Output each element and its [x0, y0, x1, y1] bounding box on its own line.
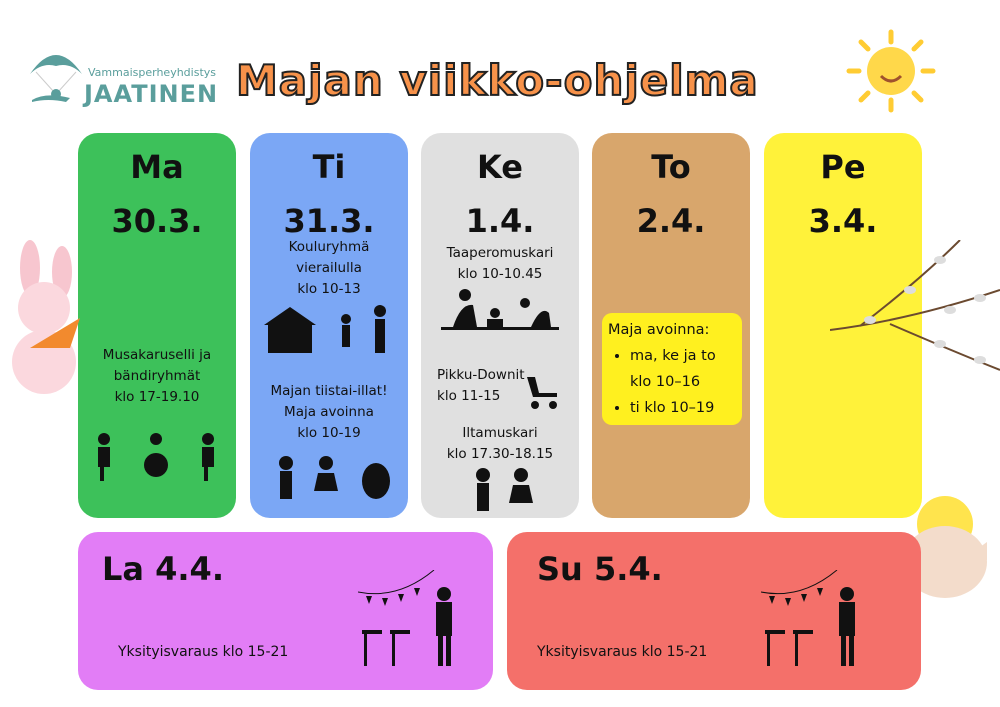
event-text: Pikku-Downit	[437, 367, 525, 383]
day-name: Ti	[312, 148, 346, 186]
logo-name: JAATINEN	[84, 80, 219, 108]
day-card-sunday: Su 5.4. Yksityisvaraus klo 15-21	[507, 532, 921, 690]
day-date: 1.4.	[465, 202, 535, 240]
children-egg-icon	[279, 456, 390, 499]
opening-hours-item: ti klo 10–19	[630, 395, 736, 421]
day-name: To	[651, 148, 691, 186]
day-label: Su 5.4.	[537, 550, 663, 588]
easter-bunny-icon	[12, 240, 80, 394]
opening-hours-box: Maja avoinna: ma, ke ja to klo 10–16 ti …	[602, 313, 742, 425]
event-time: klo 10-10.45	[457, 266, 543, 282]
event-text: Yksityisvaraus klo 15-21	[118, 644, 289, 660]
chick-in-egg-icon	[903, 496, 987, 598]
day-card-tuesday: Ti 31.3. Kouluryhmä vierailulla klo 10-1…	[250, 133, 408, 518]
event-text: Iltamuskari	[462, 425, 538, 441]
opening-hours-title: Maja avoinna:	[608, 322, 710, 338]
event-text: Maja avoinna	[284, 404, 374, 420]
day-name: Pe	[820, 148, 866, 186]
band-icon	[98, 433, 214, 481]
event-time: klo 10-13	[297, 281, 361, 297]
day-card-saturday: La 4.4. Yksityisvaraus klo 15-21	[78, 532, 493, 690]
day-date: 31.3.	[283, 202, 375, 240]
day-date: 3.4.	[808, 202, 878, 240]
event-time: klo 17-19.10	[114, 389, 200, 405]
school-kids-icon	[264, 305, 386, 353]
party-chairs-icon	[761, 570, 855, 666]
event-time: klo 17.30-18.15	[446, 446, 554, 462]
page-title: Majan viikko-ohjelma	[235, 55, 759, 106]
day-card-monday: Ma 30.3. Musakaruselli ja bändiryhmät kl…	[78, 133, 236, 518]
event-text: vierailulla	[296, 260, 362, 276]
event-time: klo 10-19	[297, 425, 361, 441]
event-text: bändiryhmät	[113, 368, 201, 384]
party-chairs-icon	[358, 570, 452, 666]
music-toddlers-icon	[441, 289, 559, 330]
day-label: La 4.4.	[102, 550, 224, 588]
pussy-willow-icon	[830, 240, 1000, 371]
logo-subtitle: Vammaisperheyhdistys	[88, 66, 216, 79]
day-card-thursday: To 2.4. Maja avoinna: ma, ke ja to klo 1…	[592, 133, 750, 518]
event-time: klo 11-15	[437, 388, 501, 404]
day-date: 30.3.	[111, 202, 203, 240]
day-name: Ma	[130, 148, 184, 186]
day-name: Ke	[477, 148, 523, 186]
event-text: Yksityisvaraus klo 15-21	[537, 644, 708, 660]
sun-icon	[846, 29, 936, 113]
day-card-wednesday: Ke 1.4. Taaperomuskari klo 10-10.45 Pikk…	[421, 133, 579, 518]
children-icon	[476, 468, 533, 511]
event-text: Taaperomuskari	[446, 245, 554, 261]
day-date: 2.4.	[636, 202, 706, 240]
event-text: Musakaruselli ja	[102, 347, 212, 363]
event-text: Kouluryhmä	[288, 239, 370, 255]
parachute-logo-icon	[30, 55, 82, 102]
stroller-icon	[527, 377, 557, 409]
opening-hours-item: ma, ke ja to klo 10–16	[630, 343, 736, 395]
event-text: Majan tiistai-illat!	[270, 383, 388, 399]
